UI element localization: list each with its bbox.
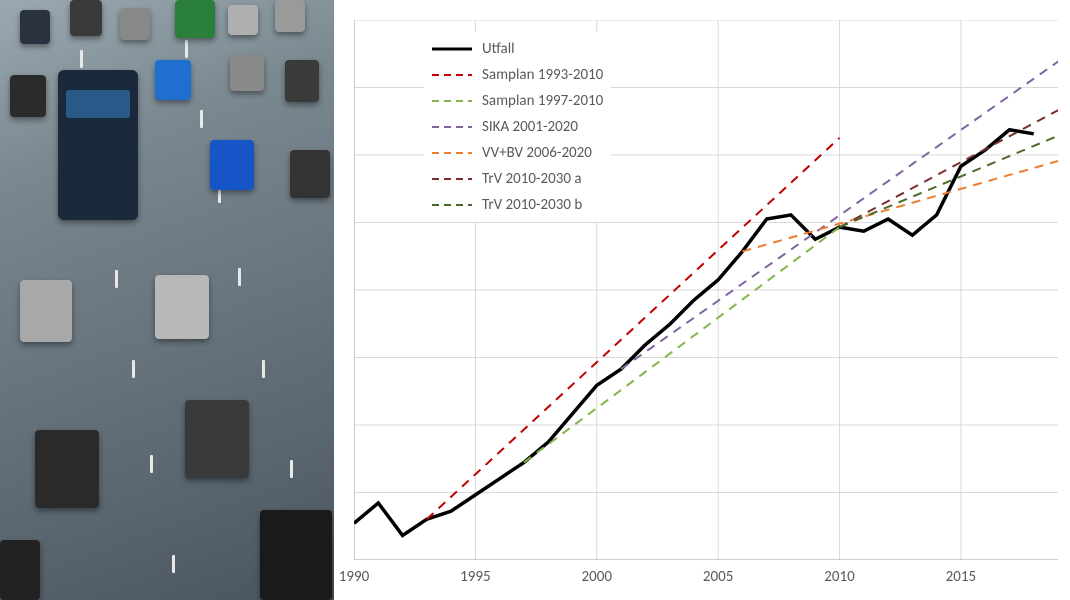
legend-label: TrV 2010-2030 a xyxy=(482,170,582,188)
legend-swatch xyxy=(432,68,472,82)
legend-swatch xyxy=(432,198,472,212)
x-tick-label: 1990 xyxy=(332,568,376,586)
legend-item: Samplan 1997-2010 xyxy=(432,88,603,114)
legend-label: Utfall xyxy=(482,40,515,58)
x-tick-label: 2015 xyxy=(939,568,983,586)
legend-swatch xyxy=(432,94,472,108)
legend-item: TrV 2010-2030 b xyxy=(432,192,603,218)
legend-swatch xyxy=(432,42,472,56)
legend-label: TrV 2010-2030 b xyxy=(482,196,582,214)
legend-label: VV+BV 2006-2020 xyxy=(482,144,592,162)
legend-swatch xyxy=(432,172,472,186)
chart-legend: Utfall Samplan 1993-2010 Samplan 1997-2010… xyxy=(424,32,611,222)
legend-item: Utfall xyxy=(432,36,603,62)
legend-swatch xyxy=(432,146,472,160)
chart-panel: 1990 1995 2000 2005 2010 2015 Utfall Samplan 1… xyxy=(334,0,1070,600)
legend-item: TrV 2010-2030 a xyxy=(432,166,603,192)
x-tick-label: 1995 xyxy=(453,568,497,586)
x-tick-label: 2010 xyxy=(818,568,862,586)
legend-label: Samplan 1997-2010 xyxy=(482,92,603,110)
x-tick-label: 2000 xyxy=(575,568,619,586)
legend-label: SIKA 2001-2020 xyxy=(482,118,578,136)
legend-label: Samplan 1993-2010 xyxy=(482,66,603,84)
legend-item: VV+BV 2006-2020 xyxy=(432,140,603,166)
legend-item: Samplan 1993-2010 xyxy=(432,62,603,88)
legend-item: SIKA 2001-2020 xyxy=(432,114,603,140)
page-container: 1990 1995 2000 2005 2010 2015 Utfall Samplan 1… xyxy=(0,0,1070,600)
x-tick-label: 2005 xyxy=(696,568,740,586)
traffic-photo xyxy=(0,0,334,600)
road-surface xyxy=(0,0,334,600)
legend-swatch xyxy=(432,120,472,134)
